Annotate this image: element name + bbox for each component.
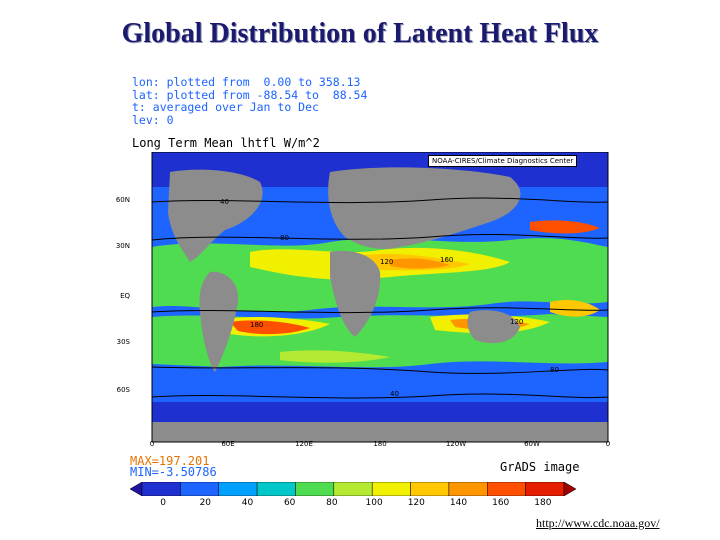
colorbar-tick-label: 100 — [365, 498, 383, 508]
colorbar-tick-label: 180 — [534, 498, 552, 508]
lat-label: 30N — [115, 242, 130, 250]
meta-line-lon: lon: plotted from 0.00 to 358.13 — [132, 75, 361, 89]
colorbar-swatch — [525, 482, 565, 496]
lon-label: 180 — [373, 440, 387, 448]
lon-label: 60E — [221, 440, 235, 448]
colorbar-tick-label: 120 — [407, 498, 425, 508]
colorbar-arrow-low — [130, 482, 143, 496]
colorbar-swatch — [180, 482, 219, 496]
contour-label: 40 — [220, 198, 229, 206]
colorbar-swatch — [487, 482, 526, 496]
colorbar-tick-label: 0 — [160, 498, 166, 508]
slide-title: Global Distribution of Latent Heat Flux — [121, 18, 599, 49]
contour-label: 160 — [440, 256, 453, 264]
lon-label: 60W — [524, 440, 540, 448]
max-value: MAX=197.201 — [130, 454, 210, 468]
meta-line-lat: lat: plotted from -88.54 to 88.54 — [132, 87, 368, 102]
contour-label: 80 — [550, 366, 559, 374]
colorbar-swatch — [141, 482, 181, 496]
colorbar-swatch — [371, 482, 411, 496]
colorbar-tick-label: 20 — [199, 498, 212, 508]
colorbar-tick-label: 80 — [326, 498, 338, 508]
contour-label: 120 — [380, 258, 393, 266]
lon-label: 120W — [445, 440, 467, 448]
contour-label: 120 — [510, 318, 523, 326]
source-url-link[interactable]: http://www.cdc.noaa.gov/ — [536, 516, 660, 530]
colorbar-arrow-high — [563, 482, 576, 496]
contour-label: 80 — [280, 234, 289, 242]
colorbar-tick-label: 140 — [449, 498, 468, 508]
lat-label: 30S — [116, 338, 130, 346]
lon-label: 0 — [605, 440, 611, 448]
colorbar-swatch — [410, 482, 450, 496]
meta-line-lev: lev: 0 — [132, 112, 174, 127]
lat-label: EQ — [120, 292, 130, 300]
colorbar-tick-label: 40 — [241, 498, 254, 508]
colorbar-tick-label: 60 — [283, 498, 296, 508]
colorbar-swatch — [295, 482, 335, 496]
contour-label: 40 — [390, 390, 399, 398]
colorbar-swatch — [448, 482, 488, 496]
colorbar — [130, 482, 576, 496]
min-value: MIN=-3.50786 — [130, 465, 217, 479]
colorbar-swatch — [333, 482, 373, 496]
grads-label: GrADS image — [500, 460, 580, 474]
lon-label: 0 — [149, 440, 155, 448]
colorbar-swatch — [256, 482, 296, 496]
meta-line-time: t: averaged over Jan to Dec — [132, 100, 319, 114]
lon-label: 120E — [295, 440, 313, 448]
lat-label: 60S — [116, 386, 130, 394]
map-title: Long Term Mean lhtfl W/m^2 — [132, 136, 320, 150]
heat-flux-map: 40 80 120 160 180 120 40 80 — [151, 152, 609, 443]
colorbar-swatch — [218, 482, 258, 496]
plot-metadata: lon: plotted from 0.00 to 358.13 lat: pl… — [132, 76, 367, 126]
grads-figure: lon: plotted from 0.00 to 358.13 lat: pl… — [108, 70, 618, 510]
colorbar-tick-label: 160 — [492, 498, 510, 508]
contour-label: 180 — [250, 321, 263, 329]
data-credit: NOAA-CIRES/Climate Diagnostics Center — [428, 155, 578, 167]
max-min-readout: MAX=197.201 MIN=-3.50786 — [130, 454, 217, 479]
lat-label: 60N — [115, 196, 130, 204]
